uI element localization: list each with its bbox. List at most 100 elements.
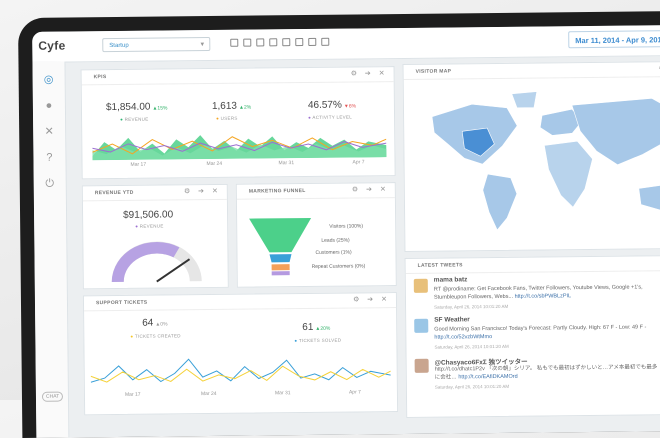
tweet-author[interactable]: SF Weather (434, 316, 470, 324)
widget-title: LATEST TWEETS (417, 262, 463, 269)
kpi-users-label: ● USERS (216, 115, 238, 121)
dashboard-select-value: Startup (109, 42, 129, 50)
app-logo: Cyfe (38, 38, 66, 53)
tweet-date: Saturday, April 26, 2014 10:01:20 AM (434, 343, 509, 350)
widget-header: MARKETING FUNNEL ⚙ ➔ ✕ (236, 183, 395, 200)
add-widget-icon[interactable] (243, 38, 252, 47)
widget-title: VISITOR MAP (415, 68, 452, 75)
help-icon[interactable]: ? (46, 151, 53, 164)
kpi-delta: ▲15% (152, 105, 168, 112)
dashboard-select[interactable]: Startup ▼ (102, 36, 211, 53)
widget-controls[interactable]: ⚙ ➔ ✕ (350, 70, 388, 78)
chat-button[interactable]: CHAT (41, 391, 64, 402)
gauge-fill (111, 241, 180, 283)
date-range-picker[interactable]: Mar 11, 2014 - Apr 9, 2014 (568, 29, 660, 49)
latest-tweets-widget: LATEST TWEETS ⚙ ➔ ✕ mama batz RT @prodin… (404, 254, 660, 418)
world-map (431, 91, 660, 231)
widget-controls[interactable]: ⚙ ➔ ✕ (351, 186, 389, 194)
x-tick: Mar 24 (200, 390, 217, 398)
share-icon[interactable] (269, 38, 278, 47)
kpis-widget: KPIS ⚙ ➔ ✕ $1,854.00 ▲15% ● REVENUE 1,613… (80, 66, 396, 180)
funnel-repeat (271, 271, 290, 276)
kpi-delta: ▲2% (238, 104, 252, 111)
kpi-users-value: 1,613 ▲2% (211, 100, 252, 112)
chevron-down-icon: ▼ (199, 42, 206, 49)
kpi-revenue-label: ● REVENUE (120, 116, 149, 122)
funnel-label: Visitors (100%) (329, 223, 364, 230)
tweet-link[interactable]: http://t.co/sbPWBLzPIL (514, 293, 572, 300)
kpi-delta: ▼6% (343, 103, 357, 110)
tweet-date: Saturday, April 26, 2014 10:01:20 AM (434, 303, 509, 310)
toolbar (230, 37, 330, 47)
map-greenland (511, 91, 538, 109)
marketing-funnel-widget: MARKETING FUNNEL ⚙ ➔ ✕ Visitors (100%) L… (235, 182, 397, 288)
support-tickets-widget: SUPPORT TICKETS ⚙ ➔ ✕ 64 ▲0% ● TICKETS CR… (82, 292, 399, 416)
widget-title: REVENUE YTD (94, 189, 134, 197)
map-usa (461, 127, 495, 157)
avatar (413, 278, 428, 293)
map-asia (571, 98, 660, 166)
widget-header: VISITOR MAP ⚙ ➔ ✕ (403, 61, 660, 80)
lock-icon[interactable] (308, 37, 317, 46)
gauge-needle (156, 258, 191, 283)
funnel-customers (271, 264, 290, 271)
x-tick: Apr 7 (352, 159, 365, 166)
tweet-text: RT @prodiname: Get Facebook Fans, Twitte… (433, 284, 643, 301)
widget-title: SUPPORT TICKETS (95, 299, 148, 307)
widget-header: LATEST TWEETS ⚙ ➔ ✕ (405, 255, 660, 274)
tickets-created-value: 64 ▲0% (142, 317, 168, 329)
dashboard-icon[interactable]: ◎ (43, 73, 54, 86)
revenue-ytd-widget: REVENUE YTD ⚙ ➔ ✕ $91,506.00 ● REVENUE (81, 183, 229, 290)
user-icon[interactable]: ● (45, 99, 53, 112)
x-tick: Apr 7 (348, 389, 361, 396)
users-area (92, 143, 387, 161)
x-tick: Mar 17 (124, 391, 141, 398)
tweet-text: http://t.co/dhatc1P2v 「次の朝」シリア。 私もでも最初はず… (434, 364, 658, 381)
revenue-ytd-value: $91,506.00 (123, 209, 174, 221)
widget-controls[interactable]: ⚙ ➔ ✕ (183, 187, 221, 196)
settings-icon[interactable] (256, 38, 265, 47)
revenue-ytd-label: ● REVENUE (135, 223, 164, 229)
widget-controls[interactable]: ⚙ ➔ ✕ (353, 296, 391, 304)
x-tick: Mar 31 (278, 160, 295, 167)
refresh-icon[interactable] (321, 37, 330, 46)
kpi-trend-chart (92, 135, 387, 161)
x-tick: Mar 17 (130, 161, 147, 168)
activity-line (92, 141, 387, 153)
widget-title: MARKETING FUNNEL (248, 187, 306, 195)
visitor-map-widget: VISITOR MAP ⚙ ➔ ✕ (402, 60, 660, 252)
tweet-link[interactable]: http://t.co/EAfiDKAMOrd (458, 373, 518, 381)
kpi-revenue-value: $1,854.00 ▲15% (105, 101, 168, 114)
map-south-america (482, 173, 518, 231)
funnel-visitors (249, 217, 312, 253)
map-australia (638, 183, 660, 211)
tickets-solved-label: ● TICKETS SOLVED (294, 337, 342, 344)
tools-icon[interactable]: ✕ (44, 125, 54, 138)
export-icon[interactable] (295, 38, 304, 47)
widget-title: KPIS (93, 74, 107, 81)
revenue-gauge (111, 241, 202, 283)
grid-icon[interactable] (230, 38, 239, 47)
tweet-text: Good Morning San Francisco! Today's Fore… (434, 324, 647, 341)
power-icon[interactable]: ⏻ (45, 177, 55, 190)
laptop-bezel: Cyfe Startup ▼ Mar 11, 2014 - Apr 9, 201… (18, 10, 660, 438)
funnel-label: Repeat Customers (0%) (311, 263, 366, 270)
kpi-activity-value: 46.57% ▼6% (307, 99, 357, 111)
edit-icon[interactable] (282, 38, 291, 47)
tweet-author[interactable]: mama batz (433, 276, 468, 284)
map-africa (544, 140, 593, 208)
tickets-trend-chart (90, 358, 391, 383)
x-tick: Mar 31 (274, 390, 291, 397)
sidebar: ◎ ● ✕ ? ⏻ CHAT (32, 61, 70, 438)
tickets-created-label: ● TICKETS CREATED (130, 333, 181, 339)
avatar (414, 318, 429, 333)
avatar (414, 358, 429, 373)
top-bar: Cyfe Startup ▼ Mar 11, 2014 - Apr 9, 201… (32, 24, 660, 63)
funnel-label: Customers (1%) (315, 249, 352, 256)
widget-header: REVENUE YTD ⚙ ➔ ✕ (82, 184, 227, 202)
created-line (90, 365, 391, 383)
tweet-link[interactable]: http://t.co/52vzbWtMmo (434, 334, 493, 341)
widget-header: SUPPORT TICKETS ⚙ ➔ ✕ (83, 293, 397, 312)
kpi-delta: ▲0% (155, 321, 168, 328)
map-europe (539, 108, 583, 136)
